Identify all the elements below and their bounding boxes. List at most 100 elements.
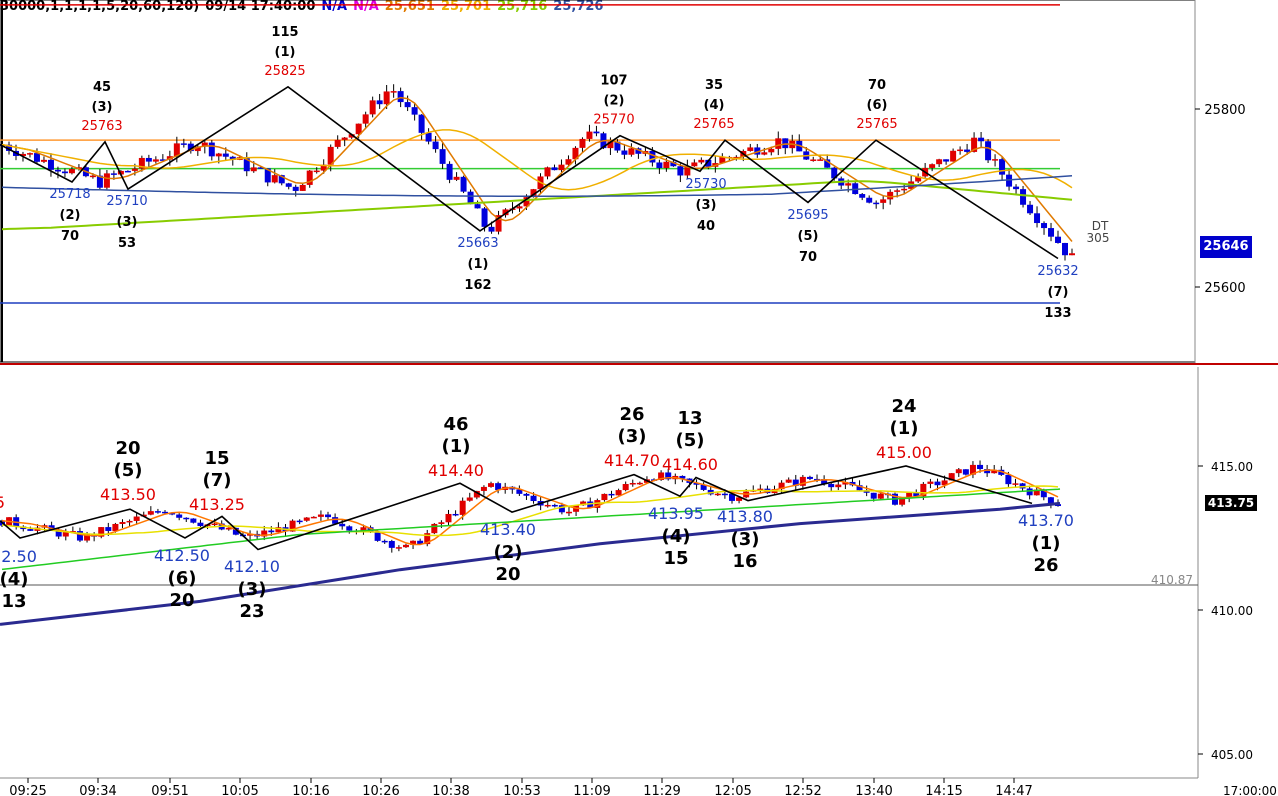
bottom-low-price-label: 412.50 <box>154 546 210 565</box>
top-candle-body <box>124 170 131 173</box>
top-candle-body <box>621 150 628 155</box>
top-low-count-label: 40 <box>697 219 715 234</box>
bottom-candle-body <box>714 493 721 496</box>
top-candle-body <box>733 156 740 159</box>
bottom-candle-body <box>792 479 799 486</box>
bottom-candle-body <box>438 522 445 524</box>
top-candle-body <box>467 191 474 205</box>
bottom-candle-body <box>488 483 495 487</box>
x-tick-label: 10:16 <box>292 784 329 796</box>
bottom-high-wave-label: (5) <box>676 430 705 451</box>
bottom-candle-body <box>275 527 282 533</box>
bottom-candle-body <box>1026 488 1033 496</box>
top-ma20-line <box>1 129 1073 191</box>
bottom-candle-body <box>558 505 565 513</box>
top-candle-body <box>768 148 775 153</box>
top-low-price-label: 25632 <box>1037 264 1078 279</box>
top-high-count-label: 70 <box>868 78 886 93</box>
top-candle-body <box>873 202 880 205</box>
x-tick-label: 10:26 <box>362 784 399 796</box>
bottom-low-count-label: 20 <box>495 564 520 585</box>
top-candle-body <box>110 173 117 175</box>
bottom-candle-body <box>147 511 154 515</box>
header-v4: 25,726 <box>553 0 604 14</box>
bottom-candle-body <box>417 540 424 545</box>
top-candle-body <box>488 226 495 232</box>
top-candle-body <box>68 169 75 174</box>
bottom-candle-body <box>977 464 984 470</box>
bottom-candle-body <box>197 522 204 527</box>
top-candle-body <box>264 168 271 183</box>
bottom-high-price-label: 415.00 <box>876 443 932 462</box>
top-candle-body <box>691 162 698 167</box>
top-candle-body <box>957 149 964 152</box>
bottom-high-price-label: 413.50 <box>100 485 156 504</box>
top-candle-body <box>432 141 439 150</box>
top-candle-body <box>628 148 635 155</box>
bottom-candle-body <box>601 493 608 501</box>
bottom-high-count-label: 13 <box>677 408 702 429</box>
top-candle-body <box>698 159 705 163</box>
top-low-wave-label: (3) <box>117 215 138 230</box>
top-low-wave-label: (2) <box>60 208 81 223</box>
bottom-candle-body <box>402 544 409 548</box>
bottom-high-count-label: 24 <box>891 396 916 417</box>
bottom-candle-body <box>806 476 813 479</box>
top-candle-body <box>1013 186 1020 190</box>
bottom-high-price-label: 414.70 <box>604 451 660 470</box>
bottom-candle-body <box>126 520 133 523</box>
bottom-candle-body <box>679 475 686 479</box>
bottom-candle-body <box>374 531 381 541</box>
top-candle-body <box>1041 223 1048 229</box>
top-candle-body <box>558 164 565 171</box>
top-candle-body <box>19 153 26 156</box>
top-low-price-label: 25710 <box>106 194 147 209</box>
top-candle-body <box>229 156 236 160</box>
top-candle-body <box>481 208 488 227</box>
bottom-ma20-line <box>1 485 1059 537</box>
top-candle-body <box>208 142 215 157</box>
bottom-candle-body <box>367 527 374 532</box>
corner-time-label: 17:00:00 <box>1223 784 1277 796</box>
top-low-count-label: 70 <box>799 250 817 265</box>
top-panel-frame <box>0 0 1196 363</box>
top-candle-body <box>390 91 397 93</box>
bottom-candle-body <box>332 517 339 524</box>
bottom-candle-body <box>991 469 998 474</box>
x-tick-label: 11:09 <box>573 784 610 796</box>
bottom-candle-body <box>445 513 452 523</box>
bottom-high-count-label: 46 <box>443 414 468 435</box>
bottom-candle-body <box>69 531 76 533</box>
top-ma5-line <box>1 96 1073 242</box>
top-candle-body <box>530 189 537 198</box>
top-candle-body <box>474 204 481 209</box>
bottom-candle-body <box>381 540 388 543</box>
bottom-candle-body <box>1033 489 1040 496</box>
bottom-candle-body <box>551 504 558 507</box>
top-candle-body <box>1069 253 1075 256</box>
top-candle-body <box>593 131 600 134</box>
bottom-candle-body <box>1047 497 1054 505</box>
bottom-low-count-label: 23 <box>239 601 264 622</box>
top-candle-body <box>915 176 922 182</box>
bottom-candle-body <box>665 472 672 480</box>
top-high-count-label: 45 <box>93 80 111 95</box>
top-candle-body <box>635 148 642 154</box>
top-candle-body <box>656 162 663 169</box>
bottom-low-count-label: 15 <box>663 548 688 569</box>
top-candle-body <box>460 176 467 192</box>
top-y-tick-label: 25600 <box>1204 281 1245 296</box>
bottom-candle-body <box>395 547 402 549</box>
top-candle-body <box>404 102 411 108</box>
top-candle-body <box>614 141 621 151</box>
top-high-count-label: 35 <box>705 78 723 93</box>
top-last-price-badge: 25646 <box>1200 236 1252 258</box>
top-candle-body <box>880 199 887 203</box>
bottom-low-price-label: 412.10 <box>224 557 280 576</box>
top-low-price-label: 25695 <box>787 208 828 223</box>
bottom-y-tick-label: 415.00 <box>1211 460 1253 474</box>
bottom-candle-body <box>544 504 551 507</box>
bottom-candle-body <box>289 520 296 532</box>
top-candle-body <box>719 157 726 164</box>
